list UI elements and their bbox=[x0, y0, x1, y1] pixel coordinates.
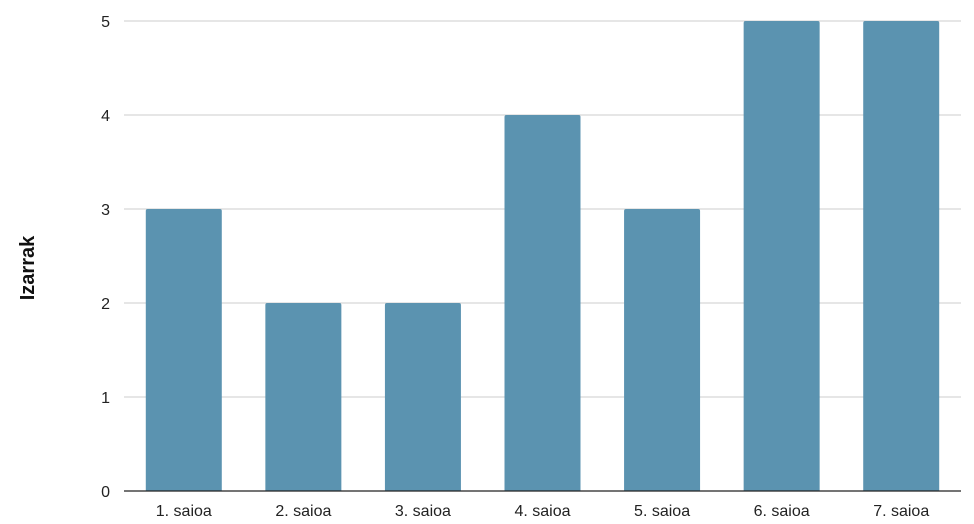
y-tick-label: 0 bbox=[101, 484, 110, 501]
x-tick-label: 7. saioa bbox=[873, 503, 929, 520]
bar-2 bbox=[265, 303, 342, 491]
y-tick-label: 2 bbox=[101, 296, 110, 313]
x-tick-label: 5. saioa bbox=[634, 503, 690, 520]
x-axis-tick-labels: 1. saioa 2. saioa 3. saioa 4. saioa 5. saioa… bbox=[156, 503, 930, 520]
bar-3 bbox=[384, 303, 461, 491]
bar-6 bbox=[743, 21, 820, 491]
bar-1 bbox=[145, 209, 222, 491]
x-tick-label: 3. saioa bbox=[395, 503, 451, 520]
x-tick-label: 6. saioa bbox=[754, 503, 810, 520]
x-tick-label: 1. saioa bbox=[156, 503, 212, 520]
x-tick-label: 4. saioa bbox=[514, 503, 570, 520]
bar-7 bbox=[863, 21, 940, 491]
bar-5 bbox=[624, 209, 701, 491]
bars bbox=[145, 21, 940, 491]
y-tick-label: 3 bbox=[101, 202, 110, 219]
y-tick-label: 4 bbox=[101, 108, 110, 125]
y-tick-label: 5 bbox=[101, 14, 110, 31]
y-axis-tick-labels: 0 1 2 3 4 5 bbox=[101, 14, 110, 501]
bar-4 bbox=[504, 115, 581, 491]
y-axis-title: Izarrak bbox=[17, 235, 39, 300]
x-tick-label: 2. saioa bbox=[275, 503, 331, 520]
y-tick-label: 1 bbox=[101, 390, 110, 407]
